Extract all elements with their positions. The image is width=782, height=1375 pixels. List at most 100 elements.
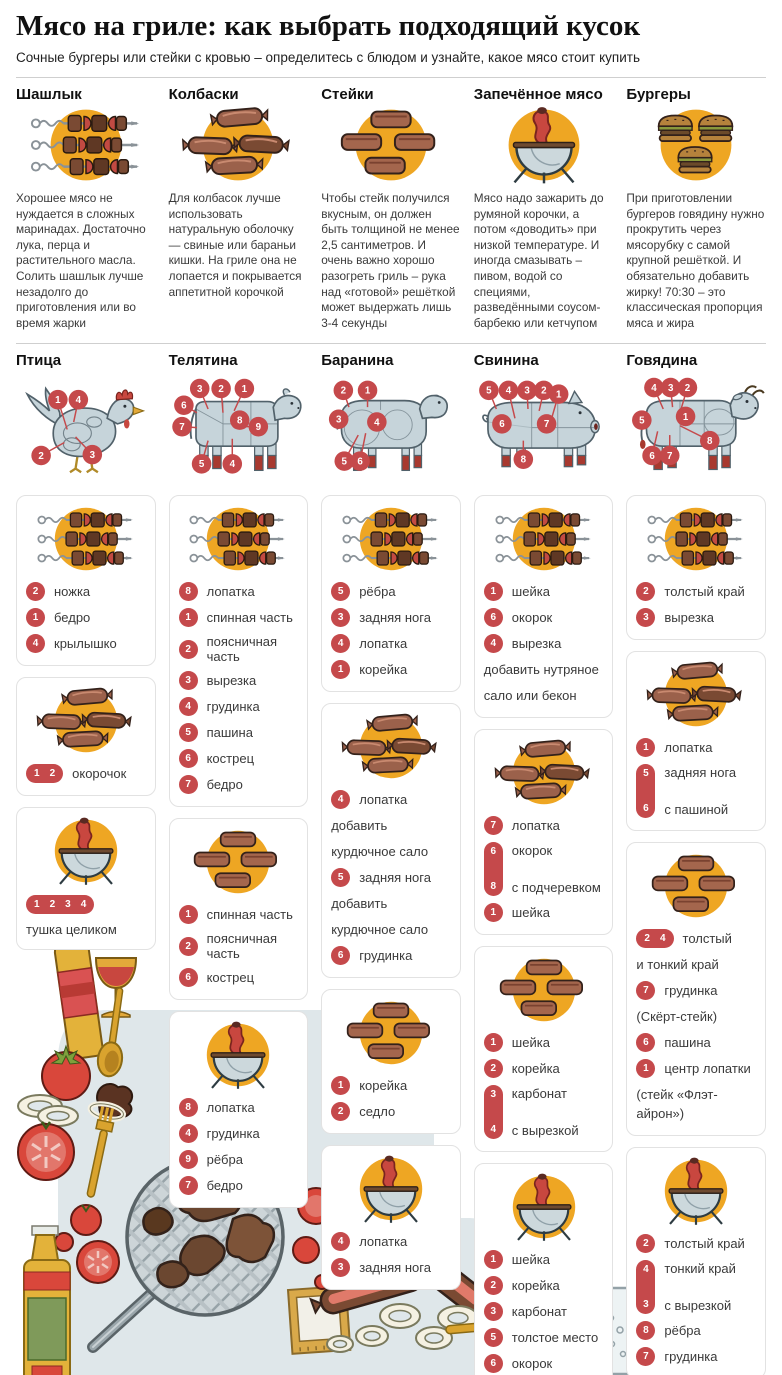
part-badge: 3 — [82, 445, 103, 465]
cut-item: 6 окорок — [483, 608, 604, 628]
cut-item: 9 рёбра — [178, 1150, 299, 1170]
part-number-badge: 3 — [483, 1302, 503, 1322]
part-badge: 7 — [660, 446, 680, 466]
cut-item: 2 седло — [331, 1102, 451, 1122]
cut-card: 2 толстый край 3 вырезка — [626, 495, 766, 641]
animal-title: Баранина — [321, 352, 394, 370]
cut-label: центр лопатки — [664, 1061, 751, 1077]
cut-label: кострец — [206, 970, 255, 986]
cut-label: шейка — [511, 584, 550, 600]
page-title: Мясо на гриле: как выбрать подходящий ку… — [16, 10, 641, 42]
part-number-badge: 1 — [483, 1033, 503, 1053]
part-number-badge: 2 — [636, 582, 656, 602]
method-title: Шашлык — [16, 86, 82, 103]
part-number-badge: 7 — [636, 981, 656, 1001]
page-subtitle: Сочные бургеры или стейки с кровью – опр… — [16, 50, 640, 65]
cut-label: корейка — [359, 662, 408, 678]
cut-item: 2 толстый край — [636, 582, 756, 602]
cut-item: 8 рёбра — [636, 1321, 756, 1341]
calf-figure: 3 2 1 6 7 8 9 5 4 — [171, 379, 302, 475]
part-number-badge: 4 — [178, 1124, 198, 1144]
svg-text:6: 6 — [358, 457, 364, 468]
cut-label: поясничная часть — [206, 931, 278, 962]
cut-label: грудинка — [206, 699, 260, 715]
steaks-icon — [346, 1002, 430, 1065]
svg-text:7: 7 — [179, 422, 184, 433]
part-number-badge: 4 — [331, 634, 351, 654]
part-badge: 9 — [248, 417, 268, 437]
cut-item: 5 рёбра — [331, 582, 451, 602]
skewers-icon — [189, 508, 286, 571]
cut-item: 2 корейка — [483, 1276, 604, 1296]
cut-label: тушка целиком — [26, 922, 117, 938]
cut-label: лопатка — [359, 1234, 408, 1250]
svg-text:5: 5 — [342, 457, 348, 468]
cut-label: толстый край — [664, 1236, 745, 1252]
part-badge: 6 — [642, 446, 663, 466]
cut-label: грудинка — [664, 1349, 718, 1365]
svg-text:1: 1 — [241, 384, 247, 395]
part-number-badge: 2 — [178, 936, 198, 956]
part-number-badge: 3 — [331, 608, 351, 628]
cut-item: 7 бедро — [178, 775, 299, 795]
cut-label: шейка — [511, 905, 550, 921]
svg-text:3: 3 — [668, 383, 674, 394]
lamb-figure: 2 1 3 4 5 6 — [329, 380, 449, 472]
cut-item: 6 грудинка — [331, 946, 451, 966]
skewers-icon — [37, 508, 133, 571]
divider — [16, 343, 766, 345]
part-number-badge: 5 — [483, 1328, 503, 1348]
cut-label: спинная часть — [206, 610, 293, 626]
part-number-badge: 3 — [178, 671, 198, 691]
cut-label: спинная часть — [206, 907, 293, 923]
part-number-badge: 4 — [178, 697, 198, 717]
cut-item: 1 шейка — [483, 582, 604, 602]
animal-title: Свинина — [473, 352, 539, 370]
method-title: Колбаски — [168, 86, 239, 103]
cut-item: 5 толстое место — [483, 1328, 604, 1348]
sausages-icon — [182, 107, 291, 181]
cut-item: 6 пашина — [636, 1033, 756, 1053]
cuts-column: 8 лопатка 1 спинная часть 2 поясничная ч… — [168, 495, 309, 1209]
cut-label: корейка — [511, 1278, 560, 1294]
tomato-half-illustration — [17, 1121, 75, 1181]
cut-item: 1 корейка — [331, 1076, 451, 1096]
part-number-badge: 6 — [483, 1354, 503, 1374]
cut-label: грудинка — [359, 948, 413, 964]
svg-text:1: 1 — [365, 386, 371, 397]
svg-text:5: 5 — [198, 460, 204, 471]
part-badge: 4 — [68, 390, 89, 410]
part-badge: 7 — [171, 417, 192, 437]
part-badge: 6 — [491, 414, 512, 434]
svg-text:6: 6 — [181, 401, 187, 412]
grill-icon — [359, 1155, 423, 1224]
skewers-icon — [30, 109, 139, 181]
part-number-badge: 7 — [178, 1176, 198, 1196]
cut-card: 1 шейка 2 корейка 3 карбонат 5 толстое м… — [473, 1163, 614, 1375]
part-badge: 2 — [210, 379, 231, 399]
part-badge: 7 — [536, 414, 557, 434]
method-column: Шашлык Хорошее мясо не нуждается в сложн… — [16, 78, 156, 331]
cut-label: бедро — [206, 777, 243, 793]
cut-label: толстый край — [664, 584, 745, 600]
svg-text:7: 7 — [544, 420, 549, 431]
sausages-icon — [36, 688, 132, 753]
part-number-badge: 6 — [178, 968, 198, 988]
cut-note: курдючное сало — [331, 922, 429, 938]
cut-label: толстый — [682, 931, 732, 947]
svg-text:2: 2 — [541, 386, 547, 397]
svg-text:4: 4 — [76, 395, 82, 406]
part-number-badge: 2 — [331, 1102, 351, 1122]
svg-text:7: 7 — [667, 451, 672, 462]
cut-card: 5 рёбра 3 задняя нога 4 лопатка 1 корейк… — [321, 495, 461, 693]
cut-label: задняя нога — [664, 765, 737, 781]
